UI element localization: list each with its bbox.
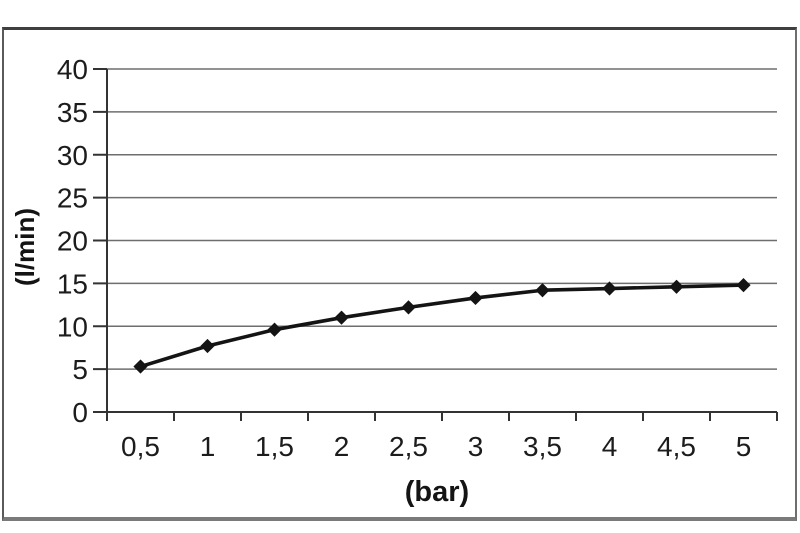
x-tick-label: 3 xyxy=(468,431,484,462)
x-tick-label: 0,5 xyxy=(121,431,160,462)
y-tick-label: 0 xyxy=(72,397,88,428)
data-point-marker xyxy=(468,290,483,306)
y-tick-label: 40 xyxy=(57,54,88,85)
x-tick-label: 1,5 xyxy=(255,431,294,462)
series-line xyxy=(138,283,746,369)
data-point-marker xyxy=(535,283,550,298)
x-axis-title: (bar) xyxy=(405,476,469,508)
chart-frame xyxy=(2,27,797,521)
data-point-marker xyxy=(669,279,684,294)
data-point-marker xyxy=(133,359,148,374)
y-tick-label: 30 xyxy=(57,140,88,171)
x-tick-label: 4,5 xyxy=(657,431,696,462)
y-tick-label: 35 xyxy=(57,97,88,128)
y-tick-label: 15 xyxy=(57,268,88,299)
y-tick-label: 5 xyxy=(72,354,88,385)
data-point-marker xyxy=(602,281,617,296)
x-tick-label: 4 xyxy=(602,431,618,462)
data-point-marker xyxy=(267,322,282,337)
x-tick-label: 3,5 xyxy=(523,431,562,462)
data-point-marker xyxy=(736,277,751,293)
y-axis-title: (l/min) xyxy=(10,208,40,286)
y-tick-label: 10 xyxy=(57,311,88,342)
data-point-marker xyxy=(334,310,349,325)
x-tick-label: 1 xyxy=(200,431,216,462)
x-tick-label: 2 xyxy=(334,431,350,462)
y-tick-label: 20 xyxy=(57,226,88,257)
series-group xyxy=(133,277,751,374)
gridlines-group xyxy=(107,68,777,370)
y-tick-label: 25 xyxy=(57,183,88,214)
tick-labels-group: 0 5 10 15 20 25 30 35 40 0,5 1 1,5 2 2,5 3 3,5 4 4,5 5 xyxy=(57,54,751,462)
data-point-marker xyxy=(200,338,215,354)
data-point-marker xyxy=(401,300,416,315)
tick-marks-group xyxy=(93,68,778,421)
x-tick-label: 5 xyxy=(736,431,752,462)
x-tick-label: 2,5 xyxy=(389,431,428,462)
